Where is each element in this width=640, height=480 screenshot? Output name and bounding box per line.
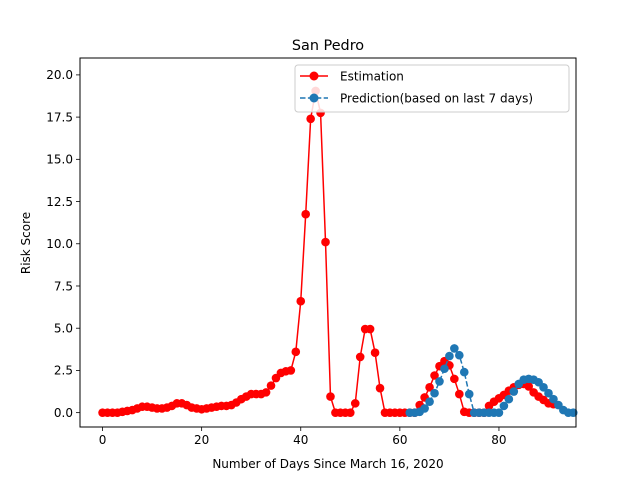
estimation-point — [306, 114, 315, 124]
estimation-point — [450, 374, 459, 384]
y-tick-label: 7.5 — [54, 279, 73, 293]
estimation-point — [286, 366, 296, 375]
estimation-point — [346, 408, 355, 417]
prediction-point — [539, 383, 548, 392]
prediction-point — [504, 394, 514, 404]
y-axis-label: Risk Score — [19, 212, 33, 274]
prediction-point — [455, 350, 464, 360]
y-tick-label: 20.0 — [46, 68, 73, 82]
legend: Estimation Prediction(based on last 7 da… — [294, 64, 570, 113]
prediction-point — [509, 387, 519, 396]
legend-box — [294, 64, 570, 113]
prediction-point — [445, 351, 454, 361]
plot-area — [98, 86, 578, 417]
estimation-point — [301, 209, 311, 219]
prediction-point — [435, 377, 444, 386]
prediction-point — [494, 408, 504, 417]
estimation-point — [524, 382, 533, 391]
y-tick-label: 5.0 — [54, 322, 73, 336]
estimation-point — [425, 383, 434, 392]
chart-title: San Pedro — [292, 38, 364, 54]
prediction-point — [549, 394, 558, 404]
legend-estimation-label: Estimation — [340, 70, 404, 84]
estimation-point — [365, 324, 375, 334]
estimation-point — [455, 389, 464, 399]
x-tick-label: 20 — [194, 433, 209, 447]
estimation-point — [321, 237, 330, 247]
x-tick-label: 0 — [99, 433, 107, 447]
estimation-point — [291, 347, 301, 357]
prediction-point — [464, 389, 474, 399]
prediction-point — [568, 408, 578, 417]
prediction-point — [425, 397, 434, 406]
estimation-point — [261, 388, 271, 397]
prediction-point — [440, 364, 449, 374]
estimation-point — [430, 371, 439, 380]
estimation-point — [296, 296, 306, 306]
y-tick-label: 12.5 — [46, 195, 73, 209]
estimation-point — [355, 352, 365, 362]
estimation-point — [266, 381, 276, 390]
x-tick-label: 80 — [491, 433, 506, 447]
y-tick-label: 10.0 — [46, 237, 73, 251]
prediction-point — [420, 404, 429, 413]
prediction-point — [459, 367, 469, 377]
y-tick-label: 2.5 — [54, 364, 73, 378]
y-tick-label: 17.5 — [46, 110, 73, 124]
estimation-point — [375, 383, 385, 393]
y-tick-label: 0.0 — [54, 406, 73, 420]
legend-prediction-label: Prediction(based on last 7 days) — [340, 92, 533, 106]
x-tick-label: 60 — [392, 433, 407, 447]
axes-frame — [79, 57, 577, 428]
legend-prediction-marker — [309, 93, 319, 103]
x-tick-label: 40 — [293, 433, 308, 447]
legend-estimation-marker — [309, 71, 319, 81]
x-axis: 0 20 40 60 80 — [99, 427, 507, 447]
prediction-point — [450, 344, 459, 353]
prediction-point — [430, 388, 439, 398]
prediction-point — [544, 388, 553, 398]
estimation-point — [326, 392, 335, 401]
estimation-point — [370, 348, 380, 357]
y-axis: 0.0 2.5 5.0 7.5 10.0 12.5 15.0 17.5 20.0 — [46, 68, 80, 420]
x-axis-label: Number of Days Since March 16, 2020 — [212, 457, 443, 471]
y-tick-label: 15.0 — [46, 153, 73, 167]
estimation-point — [350, 399, 360, 408]
prediction-point — [499, 401, 509, 411]
